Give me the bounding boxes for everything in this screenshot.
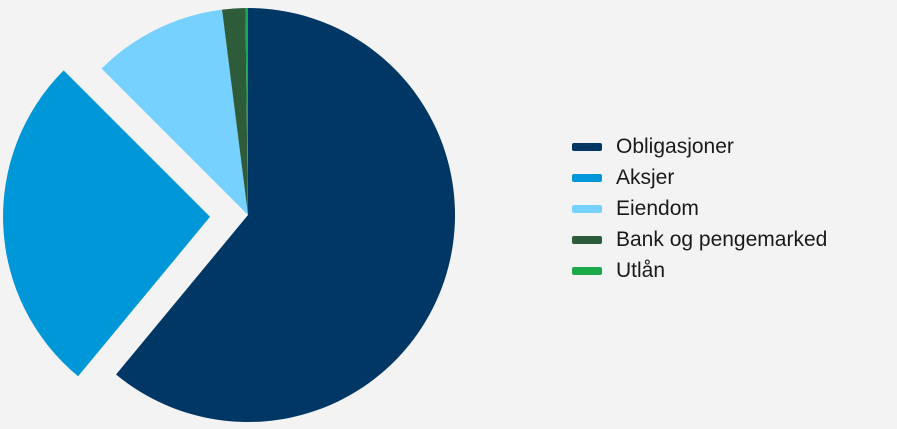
legend: Obligasjoner Aksjer Eiendom Bank og pengema… — [572, 131, 827, 286]
legend-label: Bank og pengemarked — [616, 227, 828, 251]
legend-swatch — [572, 173, 602, 182]
legend-label: Eiendom — [616, 196, 699, 220]
legend-label: Obligasjoner — [616, 134, 734, 158]
legend-swatch — [572, 142, 602, 151]
legend-swatch — [572, 266, 602, 275]
chart-area — [3, 8, 456, 422]
legend-label: Aksjer — [616, 165, 675, 189]
pie-slice-aksjer — [3, 70, 211, 377]
pie-slice-eiendom — [101, 9, 248, 215]
legend-item-eiendom: Eiendom — [572, 193, 827, 224]
pie-slice-utl-n — [245, 8, 248, 215]
pie-slice-bank-og-pengemarked — [222, 8, 248, 216]
legend-item-obligasjoner: Obligasjoner — [572, 131, 827, 162]
legend-item-utl-n: Utlån — [572, 255, 827, 286]
pie-slice-obligasjoner — [116, 8, 456, 422]
legend-item-aksjer: Aksjer — [572, 162, 827, 193]
legend-label: Utlån — [616, 258, 666, 282]
legend-swatch — [572, 204, 602, 213]
legend-item-bank-og-pengemarked: Bank og pengemarked — [572, 224, 827, 255]
legend-swatch — [572, 235, 602, 244]
pie-chart — [3, 8, 456, 422]
